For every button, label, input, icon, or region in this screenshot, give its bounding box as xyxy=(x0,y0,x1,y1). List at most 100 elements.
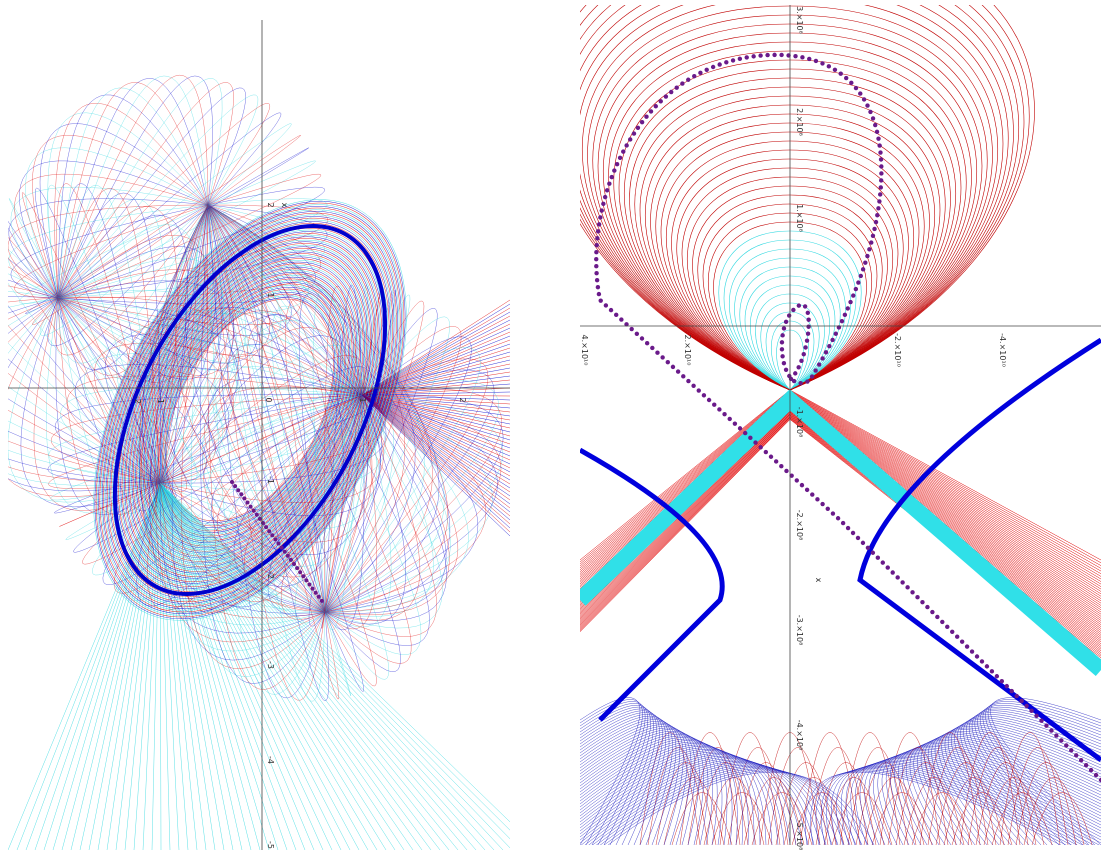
dot xyxy=(849,80,854,86)
dot xyxy=(860,267,866,272)
curve xyxy=(580,737,723,845)
dot xyxy=(696,388,701,393)
dot xyxy=(879,171,884,176)
curve xyxy=(859,758,1101,845)
curve xyxy=(155,394,363,613)
curve xyxy=(159,482,486,850)
tick-label: -1 xyxy=(266,476,275,484)
tick-label: -5.×10⁸ xyxy=(795,820,804,851)
curve xyxy=(127,246,373,574)
dot xyxy=(598,215,603,220)
curve xyxy=(47,394,363,484)
dot xyxy=(617,155,623,161)
dot xyxy=(691,383,696,389)
curve xyxy=(959,732,1021,845)
dot xyxy=(737,426,743,431)
curve xyxy=(57,135,301,299)
curve xyxy=(88,482,161,850)
dot xyxy=(629,326,634,332)
dot xyxy=(621,149,626,154)
dot xyxy=(599,208,604,213)
dot xyxy=(858,91,863,96)
curve xyxy=(639,732,701,845)
dot xyxy=(838,71,843,76)
dot xyxy=(868,109,873,115)
dot xyxy=(855,535,861,541)
curve xyxy=(57,297,161,512)
curve xyxy=(39,204,209,336)
curve xyxy=(789,391,1101,569)
curve xyxy=(361,394,510,429)
curve xyxy=(580,418,791,630)
dot xyxy=(267,529,272,534)
dot xyxy=(282,549,287,554)
curve xyxy=(54,394,363,484)
dot xyxy=(1019,698,1024,704)
dot xyxy=(273,537,278,542)
curve xyxy=(789,401,1101,608)
dot xyxy=(751,54,756,59)
curve xyxy=(57,297,161,515)
tick-label: -4.×10⁸ xyxy=(795,720,804,751)
dot xyxy=(863,260,868,265)
curve xyxy=(57,102,270,299)
curve xyxy=(65,394,363,540)
dot xyxy=(595,229,601,234)
curve xyxy=(815,762,877,845)
dot xyxy=(870,233,876,238)
curve xyxy=(361,311,510,396)
curve xyxy=(159,377,373,484)
tick-label: -2.×10¹⁰ xyxy=(893,333,902,367)
dot xyxy=(1088,767,1094,773)
curve xyxy=(361,363,510,396)
dot xyxy=(793,371,798,376)
dot xyxy=(594,250,599,255)
curve xyxy=(775,762,837,845)
dot xyxy=(732,421,738,426)
dot xyxy=(839,318,845,324)
curve xyxy=(607,771,875,845)
curve xyxy=(105,216,395,604)
curve xyxy=(206,394,363,613)
curve xyxy=(8,297,161,484)
curve xyxy=(159,394,363,614)
curve xyxy=(8,482,161,850)
dot xyxy=(245,500,250,505)
dot xyxy=(608,307,614,313)
dot xyxy=(869,240,874,245)
curve xyxy=(14,204,209,299)
curve xyxy=(22,192,161,484)
curve xyxy=(97,482,161,850)
tick-label: 0 xyxy=(264,397,273,402)
dot xyxy=(984,664,990,669)
dot xyxy=(644,341,650,346)
curve xyxy=(917,738,1101,845)
curve xyxy=(321,394,363,629)
curve xyxy=(8,279,161,484)
dot xyxy=(595,284,601,290)
curve xyxy=(580,5,1019,391)
curve xyxy=(25,204,209,314)
curve xyxy=(159,482,315,850)
curve xyxy=(121,238,379,582)
tick-labels: 21-1-2-3-4-5-2 -1 0 1 2x3.×10⁸2.×10⁸1.×10⁸-1… xyxy=(133,6,1007,850)
dot xyxy=(307,582,312,587)
curve xyxy=(999,732,1061,845)
dot xyxy=(603,303,609,308)
dot xyxy=(925,604,930,610)
curve xyxy=(789,413,1101,648)
dot xyxy=(845,306,850,311)
curve xyxy=(580,391,791,565)
dot xyxy=(950,629,955,634)
curve xyxy=(57,297,198,487)
dot xyxy=(254,512,259,517)
tick-label: -1.×10⁸ xyxy=(795,407,804,438)
dot xyxy=(856,280,861,285)
curve xyxy=(159,482,333,850)
dot xyxy=(809,374,815,379)
curve xyxy=(57,112,282,299)
dot xyxy=(1078,758,1084,763)
curve xyxy=(48,394,363,484)
curve xyxy=(324,358,489,613)
dot xyxy=(820,61,825,66)
